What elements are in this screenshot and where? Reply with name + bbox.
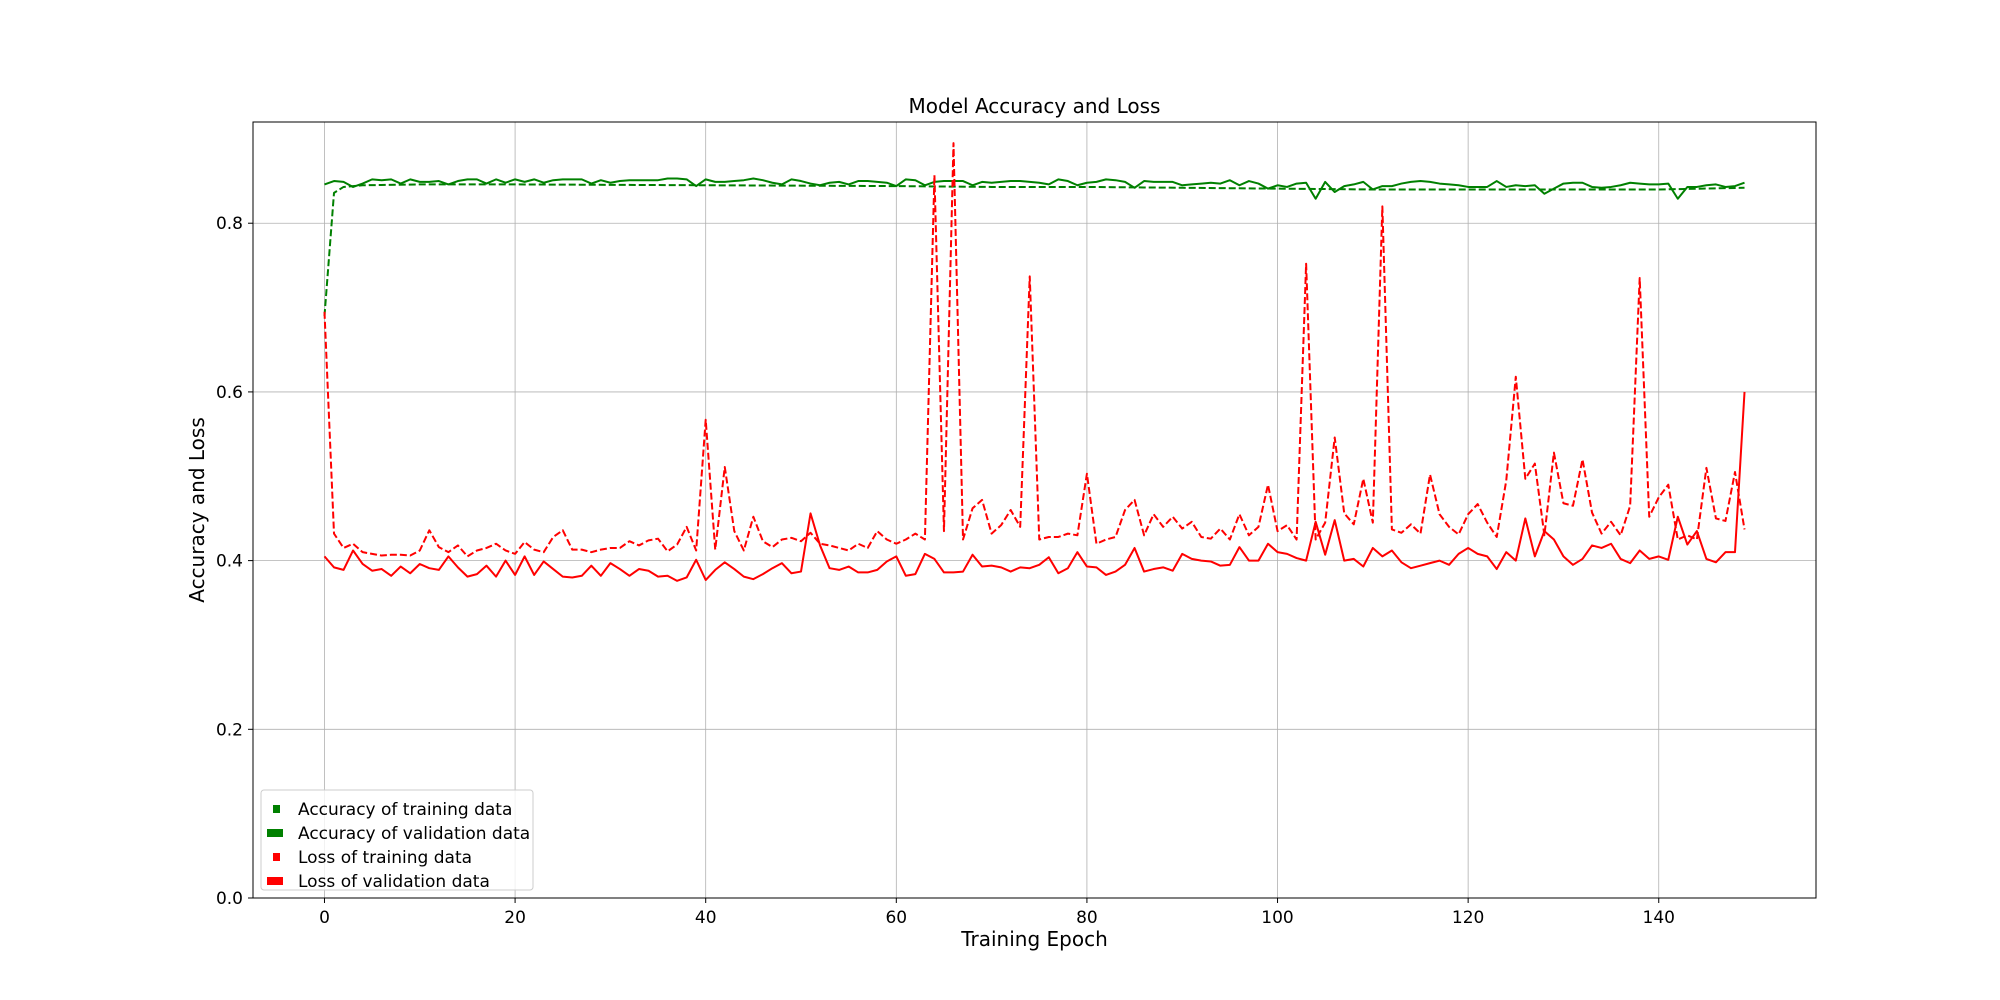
y-tick-label: 0.6 <box>216 383 243 403</box>
x-tick-label: 60 <box>885 908 907 928</box>
y-tick-label: 0.2 <box>216 720 243 740</box>
legend-items: Accuracy of training data Accuracy of val… <box>267 800 530 892</box>
series-line-accuracy-of-validation-data <box>324 177 1745 200</box>
legend-swatch <box>267 877 283 885</box>
legend-item: Loss of training data <box>273 848 472 868</box>
series-line-accuracy-of-training-data <box>323 183 1745 317</box>
x-tick-label: 20 <box>504 908 526 928</box>
x-tick-label: 120 <box>1452 908 1484 928</box>
legend-swatch <box>273 853 280 861</box>
legend-box <box>260 789 534 891</box>
series-line-loss-of-validation-data <box>323 391 1746 582</box>
y-axis-label: Accuracy and Loss <box>185 417 209 603</box>
x-tick-label: 0 <box>319 908 330 928</box>
x-tick-label: 100 <box>1261 908 1293 928</box>
legend-item: Accuracy of training data <box>273 800 512 820</box>
grid <box>253 122 1816 899</box>
legend: Accuracy of training data Accuracy of val… <box>260 789 534 892</box>
x-axis-label: Training Epoch <box>960 927 1108 951</box>
y-tick-label: 0.0 <box>216 889 243 909</box>
legend-swatch <box>273 805 280 813</box>
legend-label: Accuracy of training data <box>298 800 512 820</box>
chart-title: Model Accuracy and Loss <box>909 94 1161 118</box>
legend-item: Accuracy of validation data <box>267 824 530 844</box>
x-tick-label: 140 <box>1643 908 1675 928</box>
legend-label: Loss of validation data <box>298 872 490 892</box>
axis-ticks: 0 20 40 60 80 100 120 140 0.0 0.2 0.4 0.6 0.8 <box>216 214 1675 928</box>
legend-label: Accuracy of validation data <box>298 824 530 844</box>
legend-swatch <box>267 829 283 837</box>
series-line-loss-of-training-data <box>323 142 1746 558</box>
legend-item: Loss of validation data <box>267 872 490 892</box>
legend-label: Loss of training data <box>298 848 472 868</box>
y-tick-label: 0.4 <box>216 552 243 572</box>
series-layer <box>323 142 1746 582</box>
x-tick-label: 40 <box>695 908 717 928</box>
y-tick-label: 0.8 <box>216 214 243 234</box>
x-tick-label: 80 <box>1076 908 1098 928</box>
plot-frame <box>252 121 1817 899</box>
